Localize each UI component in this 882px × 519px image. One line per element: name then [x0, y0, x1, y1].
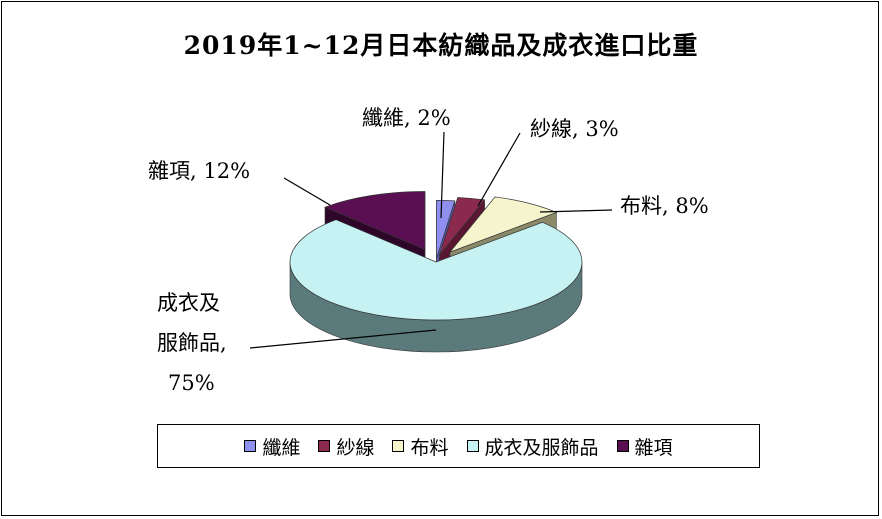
- data-label-fabric: 布料, 8%: [620, 194, 709, 218]
- data-label-apparel-line2: 服飾品,: [157, 331, 227, 355]
- data-label-apparel-line3: 75%: [168, 371, 215, 395]
- legend-item-apparel: 成衣及服飾品: [466, 433, 599, 460]
- legend-label-yarn: 紗線: [336, 436, 375, 459]
- legend-swatch-apparel: [466, 440, 479, 452]
- legend-swatch-misc: [616, 440, 629, 452]
- legend-swatch-yarn: [318, 440, 331, 452]
- data-label-misc: 雜項, 12%: [148, 159, 251, 183]
- legend-label-fiber: 纖維: [262, 436, 301, 459]
- legend-label-fabric: 布料: [410, 436, 449, 459]
- leader-line-apparel: [283, 177, 331, 206]
- legend-label-apparel: 成衣及服飾品: [484, 436, 599, 459]
- legend-item-fiber: 纖維: [244, 433, 300, 460]
- chart-title: 2019年1~12月日本紡織品及成衣進口比重: [183, 31, 699, 60]
- legend: 纖維 紗線 布料 成衣及服飾品 雜項: [157, 424, 760, 468]
- pie-slice-misc: [324, 191, 426, 250]
- pie-slice-yarn: [439, 197, 486, 256]
- legend-item-fabric: 布料: [392, 433, 449, 460]
- leader-line-yarn: [477, 132, 521, 207]
- leader-line-fiber: [440, 131, 445, 219]
- data-label-apparel-line1: 成衣及: [157, 291, 220, 315]
- data-label-yarn: 紗線, 3%: [530, 117, 619, 141]
- pie-tops: [289, 191, 583, 321]
- legend-swatch-fiber: [244, 440, 257, 452]
- pie-slice-fabric: [448, 196, 558, 253]
- pie-slice-apparel: [289, 219, 583, 321]
- legend-item-yarn: 紗線: [318, 433, 374, 460]
- leader-lines: [249, 131, 613, 349]
- leader-line-fabric: [539, 209, 613, 213]
- leader-line-misc: [249, 329, 437, 349]
- legend-label-misc: 雜項: [634, 436, 673, 459]
- data-label-fiber: 纖維, 2%: [362, 106, 451, 130]
- legend-item-misc: 雜項: [616, 433, 673, 460]
- legend-swatch-fabric: [392, 440, 405, 452]
